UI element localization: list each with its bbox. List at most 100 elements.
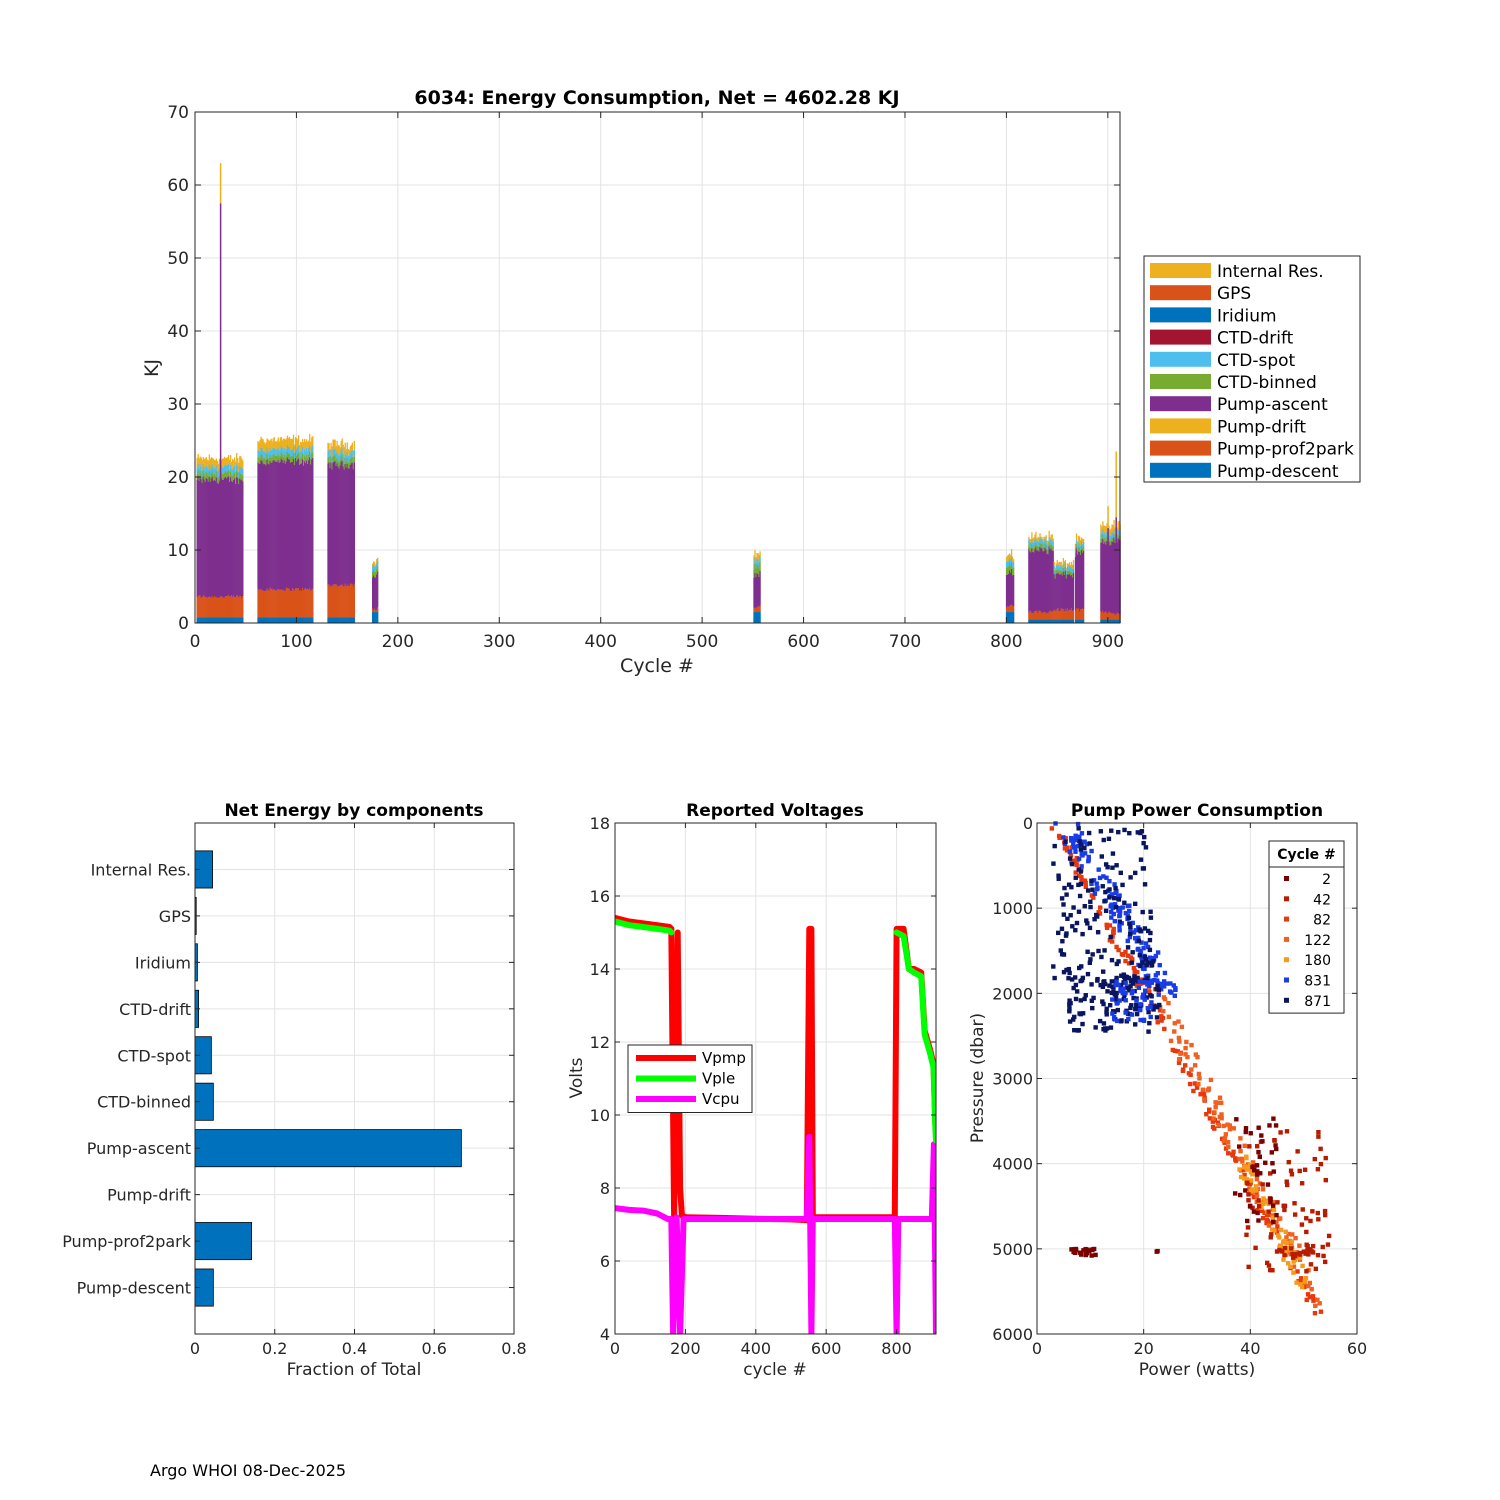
top-bar-segment-internal-res (220, 459, 223, 467)
top-bar-segment-pump-ascent (278, 462, 280, 590)
top-bar-segment-pump-descent (1056, 619, 1058, 623)
pump-point-cycle-180 (1248, 1178, 1254, 1183)
pump-point-cycle-42 (1246, 1198, 1251, 1203)
top-bar-segment-ctd-binned (331, 463, 333, 470)
top-bar-segment-pump-ascent (1006, 574, 1009, 607)
pump-point-cycle-122 (1297, 1243, 1302, 1248)
pump-point-cycle-122 (1193, 1052, 1199, 1057)
top-bar-segment-ctd-binned (353, 456, 356, 463)
top-bar-segment-pump-descent (330, 617, 332, 623)
top-bar-segment-pump-ascent (241, 480, 243, 599)
top-bar-segment-ctd-binned (307, 458, 309, 464)
top-bar-segment-ctd-spot (1051, 540, 1053, 546)
top-bar-segment-internal-res (1101, 526, 1103, 533)
top-bar-segment-pump-ascent (259, 464, 261, 590)
pump-point-cycle-82 (1318, 1309, 1324, 1314)
top-bar-segment-ctd-spot (290, 449, 293, 456)
pump-point-cycle-871 (1107, 1003, 1113, 1008)
pump-point-cycle-831 (1127, 934, 1133, 940)
pump-point-cycle-2 (1270, 1161, 1275, 1166)
top-bar-segment-pump-prof2park (335, 583, 337, 618)
pump-point-cycle-122 (1213, 1104, 1218, 1110)
top-bar-segment-ctd-spot (1062, 563, 1065, 568)
top-bar-segment-ctd-binned (1108, 537, 1110, 542)
top-bar-segment-pump-prof2park (347, 585, 349, 618)
top-bar-segment-pump-ascent (350, 463, 353, 584)
pump-point-cycle-831 (1147, 955, 1153, 960)
pump-point-cycle-831 (1113, 982, 1118, 988)
pump-point-cycle-42 (1304, 1229, 1309, 1235)
pump-point-cycle-42 (1315, 1210, 1320, 1216)
pump-point-cycle-871 (1116, 829, 1121, 835)
top-bar-segment-internal-res (262, 439, 264, 451)
top-bar-segment-pump-prof2park (328, 584, 330, 618)
top-bar-segment-ctd-binned (333, 456, 335, 462)
top-bar-segment-internal-res (1064, 559, 1067, 563)
pump-point-cycle-871 (1148, 909, 1153, 914)
pump-point-cycle-831 (1079, 864, 1084, 869)
top-bar-segment-ctd-spot (1077, 542, 1080, 547)
top-bar-segment-internal-res (232, 459, 234, 470)
pump-point-cycle-871 (1078, 869, 1083, 874)
pump-point-cycle-122 (1225, 1122, 1230, 1127)
pump-point-cycle-871 (1051, 964, 1056, 969)
top-bar-segment-ctd-binned (1030, 547, 1032, 553)
top-bar-segment-ctd-binned (231, 475, 233, 482)
top-bar-segment-pump-descent (1049, 619, 1051, 623)
top-bar-segment-internal-res (334, 439, 336, 449)
top-bar-segment-ctd-spot (338, 455, 340, 463)
pump-point-cycle-871 (1127, 921, 1132, 926)
top-bar-segment-ctd-binned (217, 478, 220, 484)
top-bar-segment-internal-res (1057, 562, 1059, 565)
top-bar-segment-ctd-spot (1041, 538, 1043, 544)
pump-point-cycle-82 (1104, 922, 1109, 928)
top-legend-swatch (1150, 440, 1211, 456)
top-bar-segment-internal-res (234, 457, 236, 466)
top-bar-segment-pump-descent (1103, 619, 1105, 623)
top-bar-segment-pump-prof2park (757, 606, 759, 613)
top-bar-segment-pump-prof2park (327, 584, 329, 618)
top-bar-segment-pump-ascent (291, 461, 294, 589)
top-bar-segment-internal-res (1028, 536, 1030, 540)
top-bar-segment-ctd-spot (1033, 542, 1035, 548)
pump-point-cycle-180 (1275, 1233, 1281, 1238)
top-bar-segment-ctd-binned (258, 457, 260, 464)
top-bar-segment-pump-ascent (1061, 575, 1063, 609)
top-bar-segment-pump-ascent (275, 461, 277, 592)
top-bar-segment-pump-descent (348, 617, 350, 623)
top-bar-segment-pump-prof2park (373, 610, 375, 613)
top-bar-segment-pump-descent (201, 617, 203, 623)
top-bar-segment-ctd-binned (269, 455, 271, 461)
top-bar-segment-internal-res (1110, 528, 1112, 536)
top-bar-segment-pump-prof2park (1033, 612, 1035, 620)
top-bar-segment-pump-descent (308, 617, 310, 623)
top-bar-segment-pump-ascent (1106, 540, 1108, 613)
pump-point-cycle-82 (1275, 1224, 1280, 1229)
top-bar-segment-ctd-spot (1042, 541, 1044, 547)
pump-point-cycle-122 (1254, 1194, 1260, 1199)
top-bar-segment-ctd-spot (300, 450, 303, 458)
pump-point-cycle-871 (1113, 995, 1119, 1000)
top-bar-segment-ctd-binned (341, 454, 343, 461)
pump-point-cycle-42 (1284, 1179, 1289, 1184)
pump-point-cycle-831 (1152, 977, 1157, 983)
pump-point-cycle-871 (1114, 863, 1119, 868)
pump-point-cycle-871 (1128, 984, 1133, 989)
top-bar-segment-pump-descent (268, 617, 270, 623)
pump-point-cycle-871 (1124, 974, 1129, 980)
top-bar-segment-pump-descent (1044, 619, 1046, 623)
pump-point-cycle-831 (1141, 992, 1146, 997)
top-bar-segment-internal-res (1011, 556, 1014, 563)
pump-point-cycle-122 (1313, 1303, 1318, 1309)
top-bar-segment-ctd-spot (1057, 564, 1059, 570)
top-bar-segment-pump-descent (1035, 619, 1037, 623)
top-bar-segment-pump-prof2park (1045, 613, 1047, 620)
top-bar-segment-ctd-binned (234, 472, 236, 479)
pump-point-cycle-82 (1268, 1221, 1273, 1226)
top-bar-segment-pump-ascent (1079, 554, 1082, 610)
top-bar-segment-internal-res (298, 444, 301, 453)
top-bar-segment-internal-res (288, 436, 291, 448)
pump-point-cycle-2 (1273, 1123, 1279, 1128)
pump-point-cycle-180 (1269, 1227, 1275, 1232)
top-bar-segment-ctd-binned (1068, 569, 1071, 574)
